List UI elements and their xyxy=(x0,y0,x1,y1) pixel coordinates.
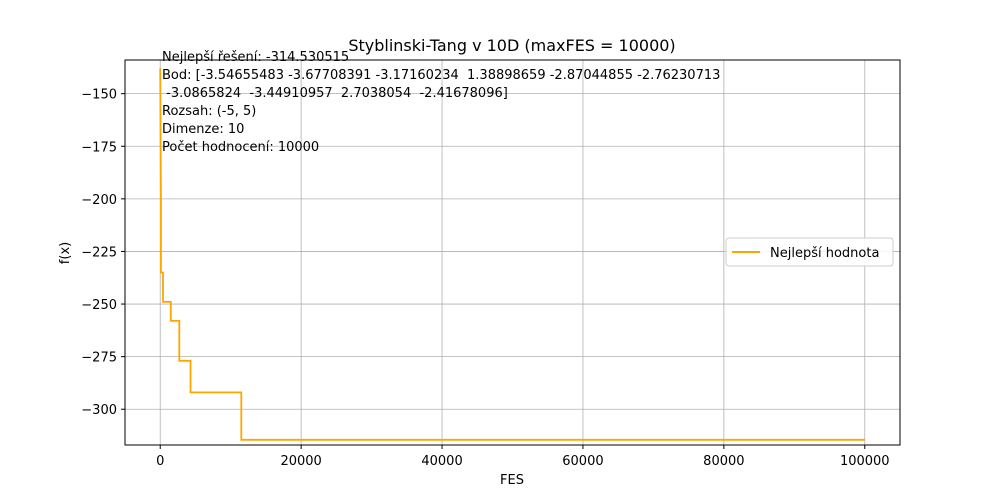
annotation-block: Nejlepší řešení: -314.530515 Bod: [-3.546… xyxy=(162,50,720,155)
y-tick-label: −250 xyxy=(81,298,117,313)
annotation-line: Bod: [-3.54655483 -3.67708391 -3.1716023… xyxy=(162,68,720,83)
x-tick-label: 40000 xyxy=(421,454,462,469)
x-tick-label: 60000 xyxy=(562,454,603,469)
x-tick-label: 0 xyxy=(156,454,164,469)
x-axis-label: FES xyxy=(500,473,524,488)
series-line xyxy=(159,68,865,441)
y-tick-label: −200 xyxy=(81,193,117,208)
x-tick-label: 100000 xyxy=(840,454,890,469)
axes-frame xyxy=(124,59,901,446)
x-tick-label: 20000 xyxy=(280,454,321,469)
x-tick-label: 80000 xyxy=(703,454,744,469)
y-tick-label: −175 xyxy=(81,140,117,155)
legend-label: Nejlepší hodnota xyxy=(770,246,879,261)
legend-box xyxy=(725,237,894,267)
y-tick-label: −150 xyxy=(81,88,117,103)
annotation-line: Nejlepší řešení: -314.530515 xyxy=(162,50,349,65)
y-tick-label: −300 xyxy=(81,403,117,418)
chart-title: Styblinski-Tang v 10D (maxFES = 10000) xyxy=(348,36,675,55)
annotation-line: Rozsah: (-5, 5) xyxy=(162,104,256,119)
annotation-line: Počet hodnocení: 10000 xyxy=(162,140,319,155)
ticks: 0 20000 40000 60000 80000 100000 −150 −175 −200 −… xyxy=(81,88,889,469)
plot-area xyxy=(159,68,865,441)
y-tick-label: −275 xyxy=(81,351,117,366)
legend: Nejlepší hodnota xyxy=(725,237,894,267)
annotation-line: -3.0865824 -3.44910957 2.7038054 -2.4167… xyxy=(162,86,508,101)
y-axis-label: f(x) xyxy=(58,242,73,264)
y-tick-label: −225 xyxy=(81,245,117,260)
annotation-line: Dimenze: 10 xyxy=(162,122,244,137)
